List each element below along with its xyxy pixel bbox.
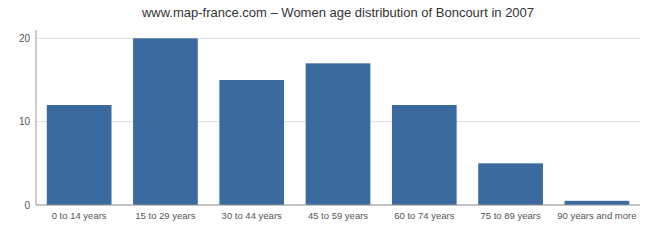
y-tick-label: 20	[19, 33, 31, 44]
y-tick-label: 0	[24, 200, 30, 211]
bar	[392, 105, 457, 205]
x-axis-line	[36, 205, 640, 206]
x-tick-label: 90 years and more	[557, 210, 636, 221]
x-tick-label: 0 to 14 years	[52, 210, 107, 221]
bar	[47, 105, 112, 205]
bar	[565, 201, 630, 205]
chart: www.map-france.com – Women age distribut…	[0, 0, 650, 229]
bar	[219, 80, 284, 205]
grid-line	[36, 205, 640, 206]
background	[0, 0, 650, 229]
y-axis-line	[36, 30, 37, 205]
x-tick-label: 75 to 89 years	[480, 210, 540, 221]
bar	[133, 38, 198, 205]
title: www.map-france.com – Women age distribut…	[141, 5, 534, 20]
x-tick-label: 45 to 59 years	[308, 210, 368, 221]
bar	[306, 63, 371, 205]
grid	[36, 38, 640, 205]
bar	[478, 163, 543, 205]
grid-line	[36, 38, 640, 39]
x-tick-label: 30 to 44 years	[222, 210, 282, 221]
page: {"chart_data": {"type": "bar", "title": …	[0, 0, 650, 229]
x-tick-label: 60 to 74 years	[394, 210, 454, 221]
bars	[47, 38, 629, 205]
x-tick-label: 15 to 29 years	[135, 210, 195, 221]
y-tick-label: 10	[19, 116, 31, 127]
